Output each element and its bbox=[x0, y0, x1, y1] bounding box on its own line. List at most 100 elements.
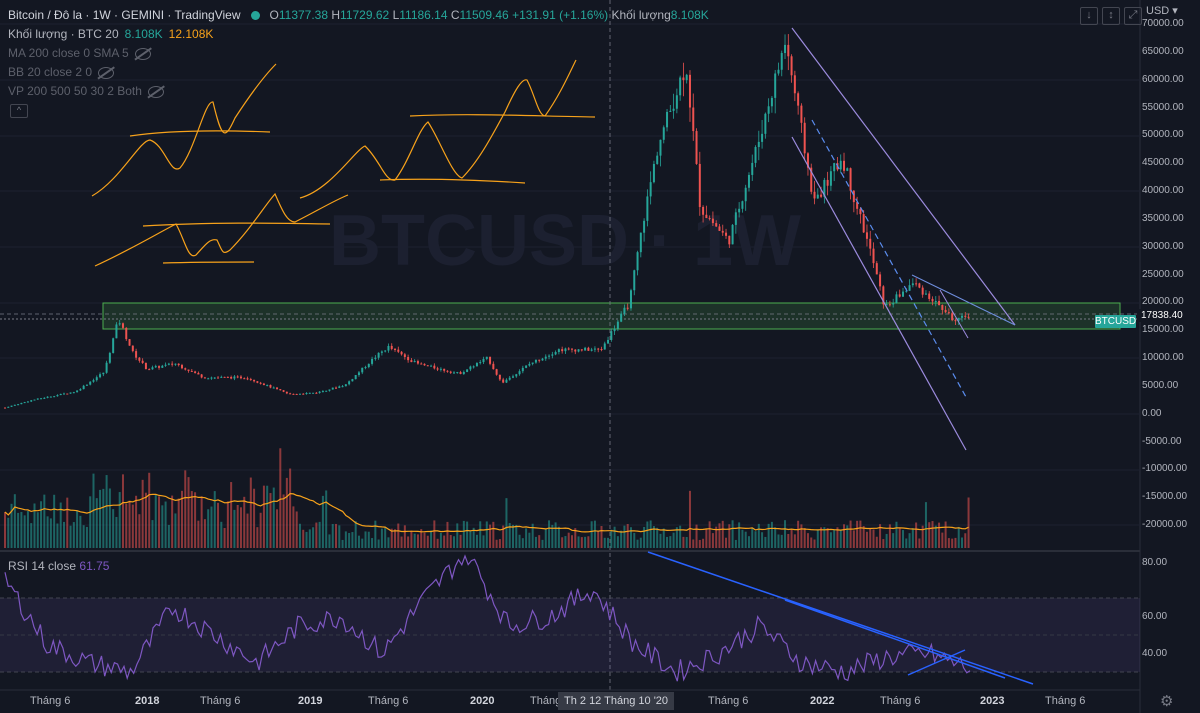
indicator-bb[interactable]: BB 20 close 2 0 bbox=[8, 63, 709, 82]
volume-bar bbox=[125, 503, 128, 548]
volume-bar bbox=[761, 532, 764, 548]
volume-bar bbox=[207, 509, 210, 548]
candle-body bbox=[564, 348, 567, 352]
indicator-vp[interactable]: VP 200 500 50 30 2 Both bbox=[8, 82, 709, 101]
candle-body bbox=[475, 363, 478, 367]
hidden-eye-icon[interactable] bbox=[98, 66, 115, 79]
volume-bar bbox=[10, 503, 13, 548]
candle-body bbox=[721, 230, 724, 233]
volume-bar bbox=[203, 519, 206, 548]
candle-body bbox=[217, 377, 220, 379]
candle-body bbox=[174, 363, 177, 365]
volume-bar bbox=[738, 522, 741, 548]
volume-bar bbox=[695, 524, 698, 548]
hidden-eye-icon[interactable] bbox=[134, 47, 151, 60]
resize-icon[interactable]: ↕ bbox=[1102, 7, 1120, 25]
candle-body bbox=[226, 376, 229, 378]
volume-bar bbox=[787, 533, 790, 548]
volume-bar bbox=[629, 527, 632, 548]
volume-bar bbox=[967, 497, 970, 548]
candle-body bbox=[924, 293, 927, 295]
volume-bar bbox=[561, 537, 564, 548]
candle-body bbox=[741, 201, 744, 209]
candle-body bbox=[357, 372, 360, 376]
volume-bar bbox=[482, 535, 485, 548]
volume-bar bbox=[295, 511, 298, 548]
volume-bar bbox=[603, 537, 606, 548]
volume-bar bbox=[374, 520, 377, 548]
volume-bar bbox=[666, 536, 669, 548]
volume-bar bbox=[882, 539, 885, 548]
volume-legend[interactable]: Khối lượng · BTC 20 8.108K 12.108K bbox=[8, 27, 214, 41]
volume-bar bbox=[554, 522, 557, 548]
candle-body bbox=[177, 363, 180, 366]
volume-bar bbox=[259, 512, 262, 548]
candle-body bbox=[285, 391, 288, 394]
candle-body bbox=[711, 218, 714, 224]
volume-bar bbox=[924, 502, 927, 548]
volume-bar bbox=[784, 520, 787, 548]
volume-bar bbox=[79, 515, 82, 548]
volume-bar bbox=[436, 538, 439, 548]
volume-bar bbox=[364, 531, 367, 548]
volume-bar bbox=[85, 526, 88, 548]
candle-body bbox=[915, 283, 918, 285]
volume-bar bbox=[321, 495, 324, 548]
candle-body bbox=[879, 274, 882, 287]
candle-body bbox=[607, 339, 610, 344]
candle-body bbox=[715, 223, 718, 227]
candle-body bbox=[292, 393, 295, 395]
volume-bar bbox=[380, 528, 383, 548]
hidden-eye-icon[interactable] bbox=[147, 85, 164, 98]
volume-bar bbox=[577, 536, 580, 548]
symbol-title[interactable]: Bitcoin / Đô la · 1W · GEMINI · TradingV… bbox=[8, 8, 241, 22]
candle-body bbox=[577, 349, 580, 352]
volume-bar bbox=[72, 522, 75, 548]
volume-bar bbox=[685, 537, 688, 548]
rsi-legend[interactable]: RSI 14 close 61.75 bbox=[8, 559, 110, 573]
volume-bar bbox=[171, 495, 174, 548]
volume-bar bbox=[921, 525, 924, 548]
volume-bar bbox=[777, 534, 780, 548]
candle-body bbox=[413, 361, 416, 363]
candle-body bbox=[144, 362, 147, 370]
volume-bar bbox=[217, 502, 220, 548]
move-down-icon[interactable]: ↓ bbox=[1080, 7, 1098, 25]
candle-body bbox=[616, 321, 619, 329]
candle-body bbox=[885, 304, 888, 306]
volume-bar bbox=[597, 530, 600, 548]
volume-bar bbox=[567, 532, 570, 548]
volume-bar bbox=[354, 521, 357, 548]
volume-bar bbox=[793, 534, 796, 548]
candle-body bbox=[502, 379, 505, 383]
volume-bar bbox=[390, 528, 393, 548]
candle-body bbox=[856, 202, 859, 209]
candle-body bbox=[23, 402, 26, 404]
maximize-icon[interactable]: ⤢ bbox=[1124, 7, 1142, 25]
candle-body bbox=[800, 105, 803, 123]
volume-bar bbox=[341, 539, 344, 548]
volume-bar bbox=[397, 523, 400, 548]
volume-bar bbox=[823, 527, 826, 548]
market-status-icon bbox=[250, 11, 260, 20]
volume-bar bbox=[947, 538, 950, 548]
volume-bar bbox=[439, 533, 442, 548]
collapse-legend-button[interactable]: ^ bbox=[10, 104, 28, 118]
candle-body bbox=[629, 290, 632, 309]
candle-body bbox=[364, 367, 367, 369]
indicator-ma[interactable]: MA 200 close 0 SMA 5 bbox=[8, 44, 709, 63]
candle-body bbox=[731, 224, 734, 245]
volume-bar bbox=[574, 528, 577, 548]
candle-body bbox=[567, 348, 570, 350]
candle-body bbox=[298, 393, 301, 395]
pane-buttons: ↓ ↕ ⤢ bbox=[1080, 7, 1142, 25]
settings-icon[interactable]: ⚙ bbox=[1160, 693, 1174, 710]
candle-body bbox=[957, 317, 960, 321]
volume-bar bbox=[305, 531, 308, 548]
volume-bar bbox=[613, 526, 616, 548]
currency-selector[interactable]: USD ▾ bbox=[1146, 5, 1178, 17]
candle-body bbox=[102, 372, 105, 375]
volume-bar bbox=[833, 529, 836, 548]
